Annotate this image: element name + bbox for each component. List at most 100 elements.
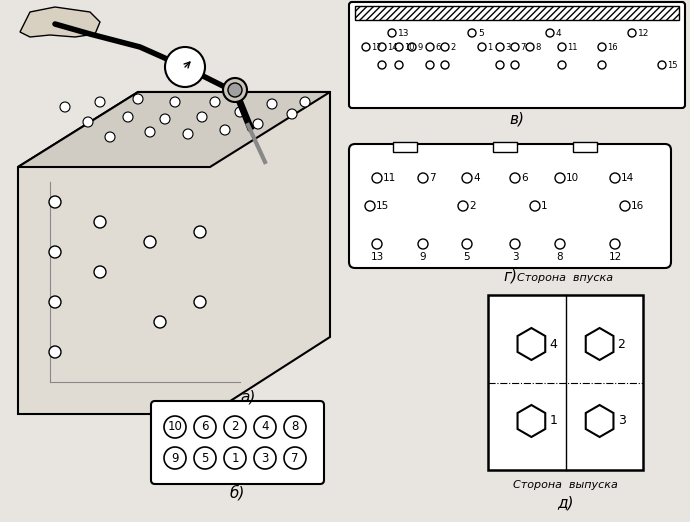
Bar — [493, 142, 517, 152]
Text: 17: 17 — [371, 42, 382, 52]
Text: 2: 2 — [231, 421, 239, 433]
Circle shape — [183, 129, 193, 139]
Circle shape — [284, 416, 306, 438]
Circle shape — [458, 201, 468, 211]
Circle shape — [154, 316, 166, 328]
Polygon shape — [18, 92, 330, 414]
Text: а): а) — [240, 389, 256, 405]
Circle shape — [441, 43, 449, 51]
Circle shape — [511, 61, 519, 69]
Polygon shape — [18, 92, 330, 167]
Text: 2: 2 — [450, 42, 455, 52]
Text: 11: 11 — [567, 42, 578, 52]
Text: б): б) — [230, 485, 245, 501]
Text: 17: 17 — [210, 99, 219, 105]
Circle shape — [94, 216, 106, 228]
Text: 12: 12 — [609, 252, 622, 262]
Text: 1: 1 — [290, 111, 294, 117]
Circle shape — [441, 61, 449, 69]
Text: 16: 16 — [631, 201, 644, 211]
Bar — [355, 6, 679, 20]
Text: в): в) — [509, 112, 524, 126]
Circle shape — [378, 61, 386, 69]
Circle shape — [60, 102, 70, 112]
Text: 2: 2 — [126, 114, 130, 120]
Text: 6: 6 — [435, 42, 440, 52]
Text: 7: 7 — [291, 452, 299, 465]
Circle shape — [49, 346, 61, 358]
Text: 8: 8 — [108, 134, 112, 140]
Circle shape — [658, 61, 666, 69]
Text: 9: 9 — [417, 42, 422, 52]
Text: 11: 11 — [301, 99, 310, 105]
Text: 13: 13 — [221, 127, 230, 133]
Text: 1: 1 — [549, 414, 558, 428]
Circle shape — [426, 61, 434, 69]
Text: 9: 9 — [420, 252, 426, 262]
Text: д): д) — [558, 495, 574, 510]
Circle shape — [555, 173, 565, 183]
Text: 18: 18 — [268, 101, 277, 107]
Circle shape — [224, 447, 246, 469]
Circle shape — [598, 61, 606, 69]
Circle shape — [408, 43, 416, 51]
Text: 14: 14 — [621, 173, 634, 183]
Circle shape — [160, 114, 170, 124]
Text: 10: 10 — [197, 114, 206, 120]
Circle shape — [194, 296, 206, 308]
Circle shape — [194, 447, 216, 469]
Circle shape — [546, 29, 554, 37]
Circle shape — [253, 119, 263, 129]
Bar — [393, 142, 417, 152]
Text: 10: 10 — [168, 421, 182, 433]
Circle shape — [362, 43, 370, 51]
Text: 5: 5 — [478, 29, 484, 38]
Circle shape — [49, 296, 61, 308]
Text: 13: 13 — [398, 29, 409, 38]
Polygon shape — [518, 328, 545, 360]
Text: 1: 1 — [487, 42, 492, 52]
Text: 4: 4 — [262, 421, 268, 433]
Bar — [488, 295, 643, 470]
Text: 4: 4 — [549, 338, 558, 350]
Circle shape — [372, 239, 382, 249]
Text: 15: 15 — [376, 201, 389, 211]
Circle shape — [598, 43, 606, 51]
Text: 2: 2 — [618, 338, 625, 350]
Circle shape — [123, 112, 133, 122]
Circle shape — [220, 125, 230, 135]
Text: 5: 5 — [201, 452, 208, 465]
Circle shape — [395, 61, 403, 69]
Circle shape — [555, 239, 565, 249]
Text: 9: 9 — [256, 121, 260, 127]
Polygon shape — [518, 405, 545, 437]
Circle shape — [395, 43, 403, 51]
Circle shape — [462, 239, 472, 249]
Text: 4: 4 — [473, 173, 480, 183]
Circle shape — [94, 266, 106, 278]
Text: 7: 7 — [63, 104, 67, 110]
Circle shape — [164, 447, 186, 469]
Circle shape — [235, 107, 245, 117]
Circle shape — [372, 173, 382, 183]
Circle shape — [426, 43, 434, 51]
Circle shape — [287, 109, 297, 119]
Circle shape — [49, 196, 61, 208]
Text: 8: 8 — [535, 42, 540, 52]
Circle shape — [378, 43, 386, 51]
Circle shape — [210, 97, 220, 107]
Polygon shape — [586, 328, 613, 360]
Circle shape — [365, 201, 375, 211]
Circle shape — [284, 447, 306, 469]
Text: 11: 11 — [383, 173, 396, 183]
FancyBboxPatch shape — [151, 401, 324, 484]
Circle shape — [526, 43, 534, 51]
Circle shape — [300, 97, 310, 107]
Text: 8: 8 — [291, 421, 299, 433]
Text: 16: 16 — [607, 42, 618, 52]
Circle shape — [197, 112, 207, 122]
Circle shape — [165, 47, 205, 87]
Circle shape — [144, 236, 156, 248]
FancyBboxPatch shape — [349, 2, 685, 108]
Circle shape — [620, 201, 630, 211]
